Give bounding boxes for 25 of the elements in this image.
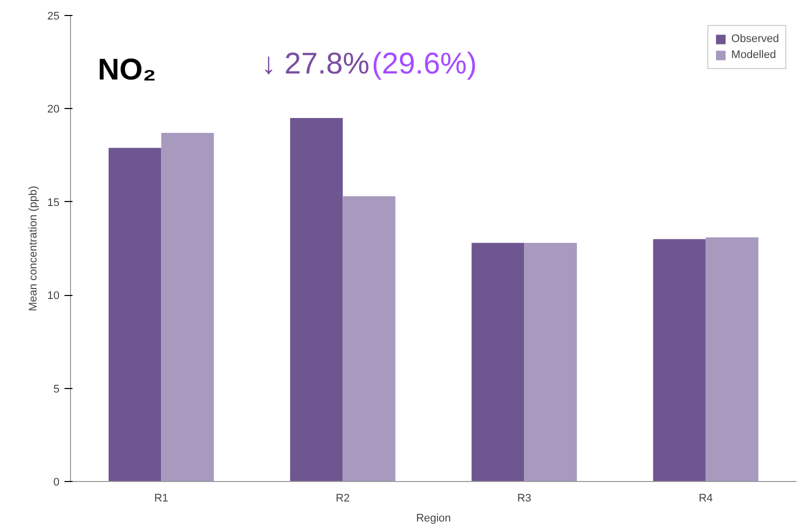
annotation: (29.6%) <box>372 48 477 81</box>
bar <box>290 118 343 482</box>
y-tick-label: 15 <box>47 196 60 209</box>
y-tick-label: 20 <box>47 104 60 116</box>
bar <box>524 242 577 482</box>
legend-label: Modelled <box>731 48 776 62</box>
y-axis-title: Mean concentration (ppb) <box>27 186 40 312</box>
y-tick-label: 0 <box>53 476 60 488</box>
x-tick-label: R4 <box>698 492 713 504</box>
bar <box>161 132 214 482</box>
annotation: NO₂ <box>98 53 156 86</box>
bar <box>108 148 162 482</box>
y-tick-label: 5 <box>53 383 60 396</box>
bar <box>472 242 524 482</box>
x-tick-label: R2 <box>336 492 350 504</box>
x-tick-label: R3 <box>517 492 532 504</box>
x-tick-label: R1 <box>154 492 168 504</box>
bar <box>342 196 396 482</box>
annotation: ↓ 27.8% <box>261 48 370 81</box>
y-tick-label: 10 <box>47 290 60 302</box>
legend-label: Observed <box>731 32 779 46</box>
bar <box>653 239 706 482</box>
y-tick-label: 25 <box>47 10 60 22</box>
x-axis-title: Region <box>416 512 451 524</box>
bar <box>706 237 758 482</box>
